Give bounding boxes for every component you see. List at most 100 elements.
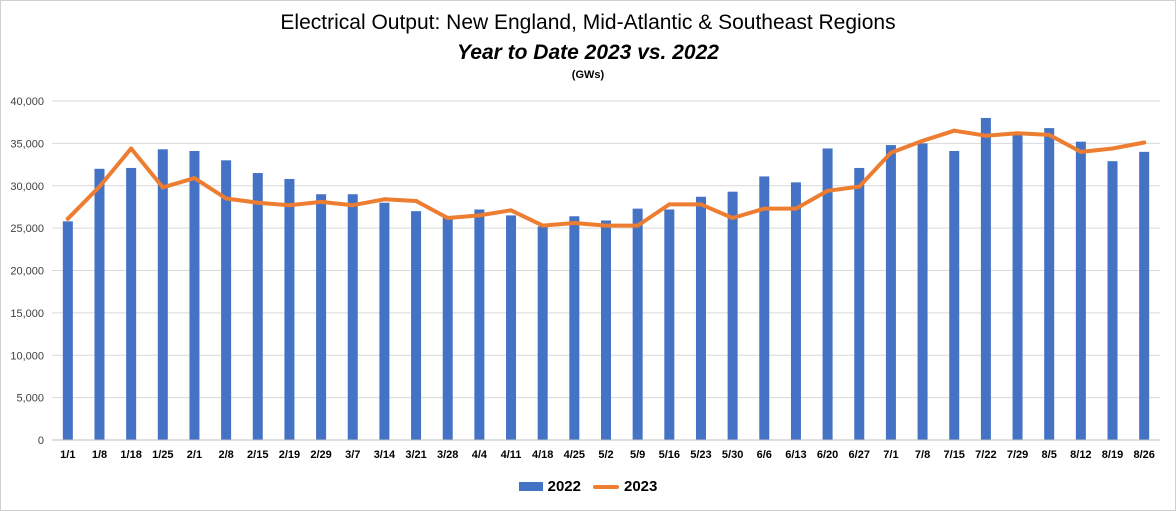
bar-2022 — [537, 226, 548, 440]
point-2023 — [572, 221, 577, 226]
point-2023 — [255, 200, 260, 205]
x-tick-label: 1/1 — [60, 449, 75, 461]
x-axis: 1/1 1/8 1/18 1/25 2/1 2/8 2/15 2/19 2/29 3/7 3/14 3… — [52, 439, 1160, 461]
point-2023 — [667, 202, 672, 207]
x-tick-label: 4/11 — [501, 449, 522, 461]
x-tick-label: 7/22 — [975, 449, 996, 461]
point-2023 — [825, 188, 830, 193]
bar-2022 — [632, 208, 643, 440]
x-tick-label: 3/14 — [374, 449, 396, 461]
y-tick-label: 5,000 — [16, 393, 44, 405]
x-tick-label: 8/19 — [1102, 449, 1123, 461]
point-2023 — [509, 208, 514, 213]
point-2023 — [1047, 132, 1052, 137]
bar-2022 — [917, 143, 928, 440]
bar-2022 — [695, 196, 706, 440]
x-tick-label: 7/1 — [883, 449, 898, 461]
bar-2022 — [790, 182, 801, 441]
bar-2022 — [727, 191, 738, 440]
x-tick-label: 6/20 — [817, 449, 838, 461]
legend-item-2023: 2023 — [593, 478, 657, 495]
bar-2022 — [379, 202, 390, 440]
x-tick-label: 5/2 — [598, 449, 613, 461]
bar-2022 — [506, 215, 517, 440]
bar-2022 — [1012, 134, 1023, 440]
bar-2022 — [949, 151, 960, 440]
bar-2022 — [316, 194, 327, 440]
chart-subtitle: Year to Date 2023 vs. 2022 — [457, 41, 719, 64]
bar-2022 — [1075, 141, 1086, 440]
bar-2022 — [284, 178, 295, 440]
point-2023 — [1015, 131, 1020, 136]
point-2023 — [414, 199, 419, 204]
y-tick-label: 25,000 — [10, 223, 44, 235]
bar-2022 — [474, 209, 485, 440]
point-2023 — [445, 215, 450, 220]
bar-2022 — [126, 167, 137, 440]
point-2023 — [477, 213, 482, 218]
chart-title: Electrical Output: New England, Mid-Atla… — [280, 11, 896, 34]
x-tick-label: 5/9 — [630, 449, 645, 461]
bar-2022 — [157, 149, 168, 440]
x-tick-label: 8/5 — [1042, 449, 1057, 461]
point-2023 — [857, 184, 862, 189]
y-tick-label: 15,000 — [10, 308, 44, 320]
x-tick-label: 4/4 — [472, 449, 488, 461]
x-tick-label: 2/29 — [310, 449, 331, 461]
legend-swatch-2022 — [518, 482, 543, 491]
legend-swatch-2023 — [593, 484, 619, 489]
x-tick-label: 8/26 — [1133, 449, 1154, 461]
y-tick-label: 30,000 — [10, 181, 44, 193]
x-tick-label: 5/23 — [690, 449, 711, 461]
x-tick-label: 7/15 — [944, 449, 965, 461]
bar-2022 — [1139, 151, 1150, 440]
y-axis: 0 5,000 10,000 15,000 20,000 25,000 30,000 35,0… — [10, 96, 44, 447]
x-tick-label: 2/15 — [247, 449, 268, 461]
y-tick-label: 0 — [38, 435, 44, 447]
x-tick-label: 8/12 — [1070, 449, 1091, 461]
point-2023 — [1110, 146, 1115, 151]
bar-2022 — [822, 148, 833, 440]
bar-2022 — [252, 173, 263, 440]
bar-2022 — [759, 176, 770, 441]
point-2023 — [604, 223, 608, 228]
legend: 2022 2023 — [0, 478, 1176, 495]
x-tick-label: 3/21 — [405, 449, 426, 461]
x-tick-label: 2/19 — [279, 449, 300, 461]
y-tick-label: 20,000 — [10, 266, 44, 278]
bar-2022 — [221, 160, 232, 440]
bar-2022 — [980, 117, 991, 440]
x-tick-label: 7/29 — [1007, 449, 1028, 461]
bar-2022 — [347, 194, 358, 440]
bar-2022 — [62, 221, 73, 440]
point-2023 — [1078, 149, 1083, 154]
x-tick-label: 4/18 — [532, 449, 553, 461]
point-2023 — [129, 146, 134, 151]
chart-unit-label: (GWs) — [571, 69, 605, 81]
bar-2022 — [885, 145, 896, 440]
point-2023 — [192, 176, 197, 181]
legend-label-2022: 2022 — [547, 478, 581, 495]
point-2023 — [382, 197, 387, 202]
point-2023 — [635, 223, 640, 228]
x-tick-label: 2/1 — [187, 449, 202, 461]
bar-2022 — [601, 220, 611, 440]
legend-item-2022: 2022 — [518, 478, 581, 495]
series-2023-line-group — [65, 128, 1147, 228]
point-2023 — [920, 138, 925, 143]
x-tick-label: 1/8 — [92, 449, 107, 461]
point-2023 — [730, 215, 735, 220]
x-tick-label: 6/27 — [849, 449, 870, 461]
y-tick-label: 35,000 — [10, 138, 44, 150]
bar-2022 — [1044, 128, 1055, 440]
x-tick-label: 2/8 — [218, 449, 233, 461]
bar-2022 — [664, 209, 675, 440]
x-tick-label: 5/16 — [659, 449, 680, 461]
point-2023 — [793, 206, 798, 211]
bar-2022 — [94, 168, 105, 441]
x-tick-label: 3/28 — [437, 449, 458, 461]
legend-label-2023: 2023 — [624, 478, 658, 495]
point-2023 — [97, 184, 102, 189]
point-2023 — [698, 202, 703, 207]
